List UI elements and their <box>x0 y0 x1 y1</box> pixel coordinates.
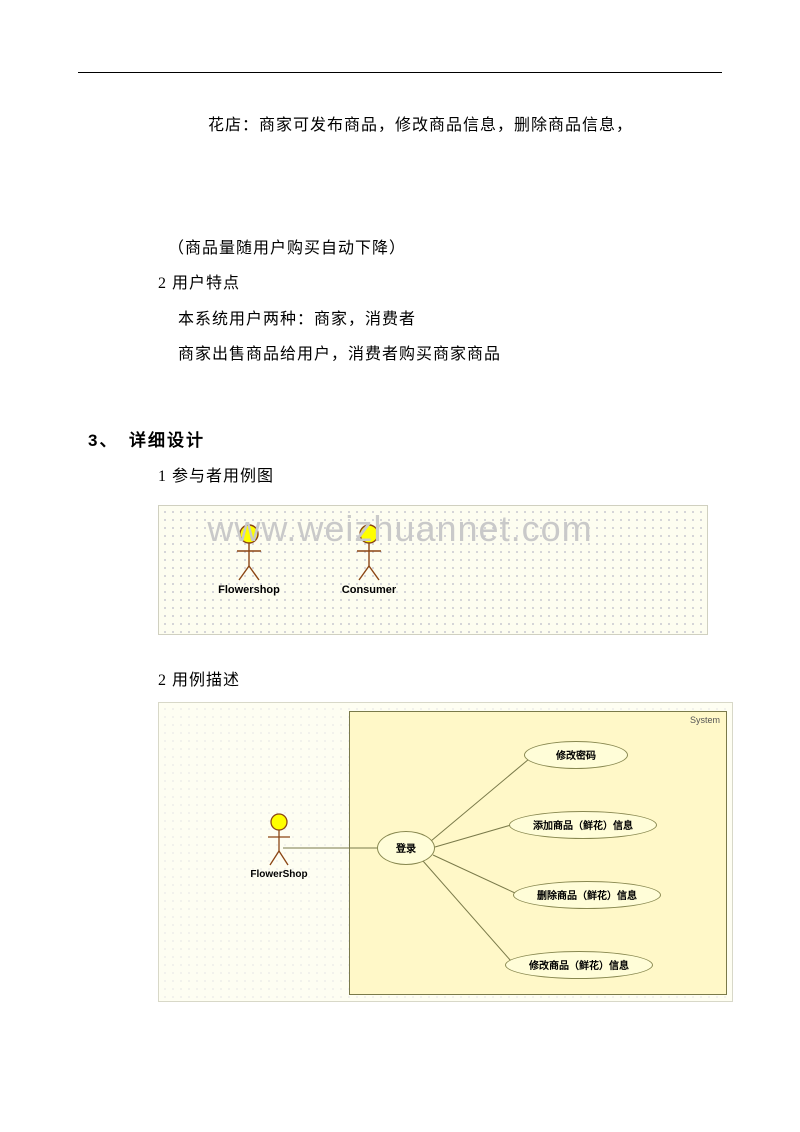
usecase-label: 登录 <box>396 840 416 855</box>
usecase-delete-product: 删除商品（鲜花）信息 <box>513 881 661 909</box>
para-line-3: 2 用户特点 <box>158 266 722 301</box>
para-line-7: 2 用例描述 <box>158 663 722 698</box>
actor-flowershop-b: FlowerShop <box>239 813 319 880</box>
actor-consumer: Consumer <box>329 524 409 596</box>
para-line-1: 花店：商家可发布商品，修改商品信息，删除商品信息， <box>208 108 722 143</box>
usecase-diagram: System FlowerShop 登录 <box>158 702 733 1002</box>
para-line-2: （商品量随用户购买自动下降） <box>168 231 722 266</box>
usecase-add-product: 添加商品（鲜花）信息 <box>509 811 657 839</box>
actor-label: Flowershop <box>209 584 289 596</box>
actor-label: Consumer <box>329 584 409 596</box>
actor-diagram: Flowershop Consumer <box>158 505 708 635</box>
actor-flowershop: Flowershop <box>209 524 289 596</box>
para-line-6: 1 参与者用例图 <box>158 459 722 494</box>
top-rule <box>78 72 722 73</box>
usecase-label: 修改商品（鲜花）信息 <box>529 957 629 972</box>
usecase-change-password: 修改密码 <box>524 741 628 769</box>
actor-icon <box>264 813 294 867</box>
usecase-login: 登录 <box>377 831 435 865</box>
actor-label: FlowerShop <box>239 869 319 880</box>
usecase-label: 添加商品（鲜花）信息 <box>533 817 633 832</box>
actor-icon <box>353 524 385 582</box>
para-line-4: 本系统用户两种：商家，消费者 <box>178 302 722 337</box>
actor-icon <box>233 524 265 582</box>
usecase-modify-product: 修改商品（鲜花）信息 <box>505 951 653 979</box>
para-line-5: 商家出售商品给用户，消费者购买商家商品 <box>178 337 722 372</box>
usecase-label: 修改密码 <box>556 747 596 762</box>
section-heading-3: 3、 详细设计 <box>88 422 722 459</box>
usecase-label: 删除商品（鲜花）信息 <box>537 887 637 902</box>
page: 花店：商家可发布商品，修改商品信息，删除商品信息， （商品量随用户购买自动下降）… <box>0 0 800 1132</box>
